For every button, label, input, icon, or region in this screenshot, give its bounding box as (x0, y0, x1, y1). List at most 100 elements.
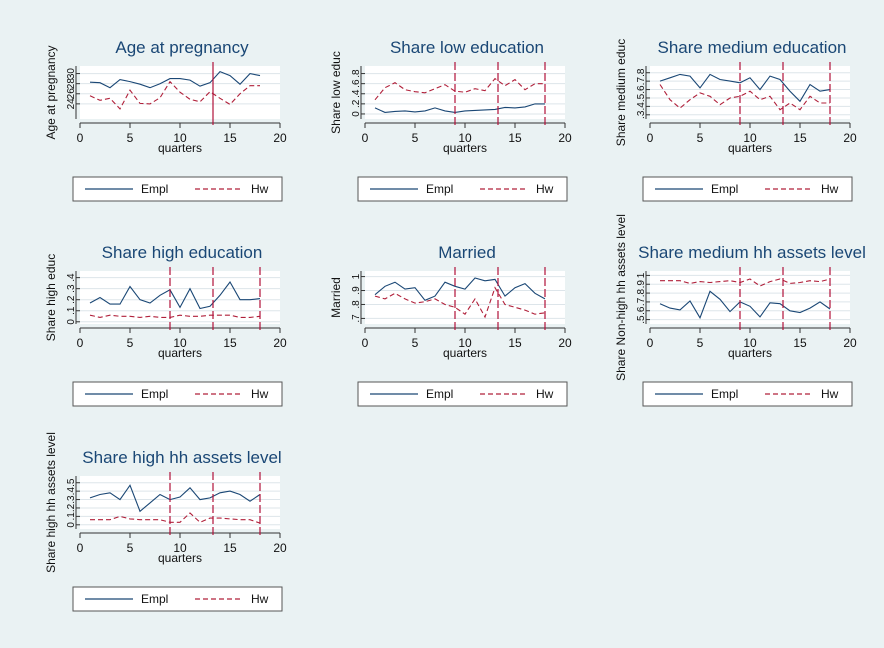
y-tick-label: .7 (636, 297, 647, 306)
chart-title: Married (438, 243, 496, 262)
y-tick-label: .2 (66, 295, 77, 304)
x-tick-label: 0 (77, 131, 84, 145)
x-tick-label: 5 (127, 131, 134, 145)
legend-label-hw: Hw (251, 387, 269, 401)
chart-title: Share high education (102, 243, 263, 262)
y-axis-label: Age at pregnancy (44, 45, 58, 139)
x-tick-label: 5 (412, 336, 419, 350)
y-tick-label: .5 (636, 93, 647, 102)
x-tick-label: 5 (697, 131, 704, 145)
x-tick-label: 20 (558, 336, 572, 350)
x-tick-label: 10 (743, 336, 757, 350)
chart-svg: Share medium hh assets level.5.6.7.8.910… (614, 214, 866, 407)
chart-svg: Share medium education .3.4.5.6.7.8 0 5 10 15… (614, 38, 857, 202)
x-tick-label: 20 (843, 336, 857, 350)
x-tick-label: 20 (273, 336, 287, 350)
series-line-empl (374, 277, 546, 301)
y-tick-label: .3 (66, 495, 77, 504)
x-axis-label: quarters (728, 346, 772, 360)
plot-area (650, 271, 850, 324)
y-tick-label: 24 (66, 98, 77, 110)
y-tick-label: .1 (66, 512, 77, 521)
series-line-hw (89, 80, 260, 110)
legend-label-empl: Empl (141, 387, 168, 401)
series-line-hw (374, 286, 546, 319)
y-axis-label: Share medium educ (614, 39, 628, 146)
y-tick-label: .2 (66, 503, 77, 512)
legend-label-hw: Hw (251, 182, 269, 196)
panel-share-medium-education: Share medium education .3.4.5.6.7.8 0 5 10 15… (580, 25, 870, 230)
x-tick-label: 0 (647, 336, 654, 350)
y-tick-label: .4 (66, 273, 77, 282)
x-tick-label: 15 (508, 336, 522, 350)
y-tick-label: .6 (351, 79, 362, 88)
series-line-empl (89, 280, 261, 310)
chart-title: Share medium education (657, 38, 846, 57)
series-line-empl (89, 484, 261, 513)
y-tick-label: .7 (636, 77, 647, 86)
y-axis-label: Share high educ (44, 254, 58, 341)
y-tick-label: .7 (351, 314, 362, 323)
panel-share-high-education: Share high education 0 .1 .2 .3 .4 0 5 10 15 20 qua… (10, 230, 300, 435)
x-tick-label: 15 (793, 131, 807, 145)
panel-age-at-pregnancy: Age at pregnancy 24 26 28 30 0 5 10 15 20 quarters… (10, 25, 300, 230)
x-tick-label: 15 (223, 131, 237, 145)
panel-married: Married .7.8.9 1 0 5 10 15 20 quarters Married Emp… (295, 230, 585, 435)
chart-svg: Married.7.8.910 5 10 15 20quartersMarriedEmp… (329, 243, 572, 407)
y-tick-label: 0 (351, 111, 362, 117)
series-line-hw (659, 84, 830, 111)
legend-label-hw: Hw (821, 387, 839, 401)
y-tick-label: .8 (636, 68, 647, 77)
x-tick-label: 0 (77, 541, 84, 555)
legend-label-empl: Empl (711, 387, 738, 401)
y-tick-label: .5 (66, 478, 77, 487)
series-line-empl (659, 73, 831, 103)
x-tick-label: 5 (127, 336, 134, 350)
y-tick-label: .1 (66, 306, 77, 315)
chart-title: Share medium hh assets level (638, 243, 866, 262)
legend-label-hw: Hw (251, 592, 269, 606)
x-tick-label: 0 (362, 131, 369, 145)
y-tick-label: 0 (66, 319, 77, 325)
y-tick-label: .9 (636, 280, 647, 289)
y-tick-label: .2 (351, 99, 362, 108)
x-tick-label: 5 (412, 131, 419, 145)
y-tick-label: .8 (636, 288, 647, 297)
panel-share-medium-hh-assets: Share medium hh assets level .5.6.7.8.9 1 0… (580, 214, 870, 435)
y-axis-label: Married (329, 277, 343, 318)
plot-area (365, 271, 565, 324)
panel-share-high-hh-assets: Share high hh assets level 0.1.2.3.4.5 0 5 1… (10, 432, 300, 640)
y-tick-label: .8 (351, 69, 362, 78)
legend-label-empl: Empl (141, 592, 168, 606)
x-tick-label: 15 (793, 336, 807, 350)
x-tick-label: 20 (273, 541, 287, 555)
x-tick-label: 10 (173, 131, 187, 145)
y-axis-label: Share Non-high hh assets level (614, 214, 628, 381)
chart-svg: Share high education 0 .1 .2 .3 .4 0 5 10 15 20 qua… (44, 243, 287, 407)
y-tick-label: .4 (351, 89, 362, 98)
panel-share-low-education: Share low education 0 .2.4.6.8 0 5 10 15 20 quar… (295, 25, 585, 230)
y-tick-label: .8 (351, 300, 362, 309)
y-tick-label: 26 (66, 88, 77, 100)
y-tick-label: .6 (636, 85, 647, 94)
x-axis-label: quarters (158, 551, 202, 565)
y-tick-label: .9 (351, 286, 362, 295)
y-tick-label: 1 (351, 273, 362, 279)
y-axis-label: Share low educ (329, 51, 343, 134)
x-tick-label: 0 (77, 336, 84, 350)
series-line-hw (374, 77, 545, 101)
chart-title: Age at pregnancy (115, 38, 249, 57)
series-line-empl (374, 103, 545, 113)
y-tick-label: 0 (66, 522, 77, 528)
y-tick-label: 28 (66, 78, 77, 90)
y-tick-label: .6 (636, 306, 647, 315)
x-tick-label: 15 (223, 541, 237, 555)
y-tick-label: .3 (636, 110, 647, 119)
series-line-empl (659, 290, 831, 320)
legend-label-empl: Empl (426, 182, 453, 196)
legend-label-hw: Hw (536, 182, 554, 196)
x-axis-label: quarters (443, 141, 487, 155)
